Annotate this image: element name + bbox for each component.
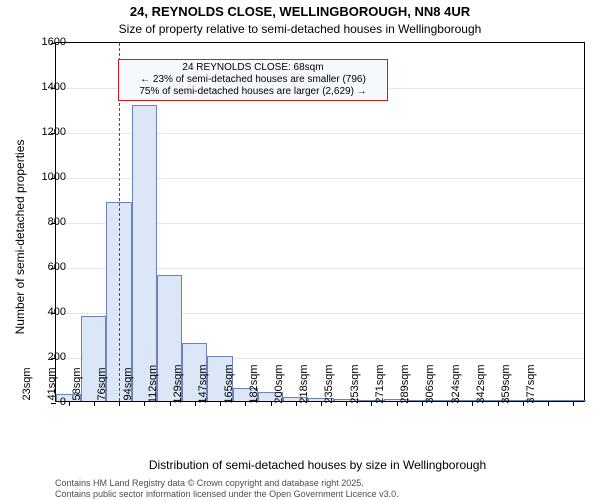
x-tick (346, 401, 347, 406)
x-tick-label: 147sqm (197, 359, 209, 409)
x-tick (69, 401, 70, 406)
credit-1: Contains HM Land Registry data © Crown c… (55, 478, 364, 488)
y-tick-label: 400 (6, 306, 66, 318)
x-tick-label: 76sqm (96, 359, 108, 409)
x-tick (573, 401, 574, 406)
x-tick-label: 289sqm (399, 359, 411, 409)
x-tick-label: 377sqm (525, 359, 537, 409)
x-tick-label: 129sqm (172, 359, 184, 409)
x-tick-label: 112sqm (147, 359, 159, 409)
x-tick-label: 182sqm (248, 359, 260, 409)
x-tick (195, 401, 196, 406)
x-tick (220, 401, 221, 406)
y-tick-label: 1200 (6, 126, 66, 138)
x-tick-label: 235sqm (323, 359, 335, 409)
x-tick (447, 401, 448, 406)
x-tick (397, 401, 398, 406)
y-tick-label: 1400 (6, 81, 66, 93)
x-tick (321, 401, 322, 406)
x-tick (371, 401, 372, 406)
y-tick-label: 1000 (6, 171, 66, 183)
x-tick (170, 401, 171, 406)
y-tick-label: 0 (6, 396, 66, 408)
x-axis-label: Distribution of semi-detached houses by … (45, 458, 590, 472)
x-tick-label: 306sqm (424, 359, 436, 409)
x-tick (548, 401, 549, 406)
annotation-box: 24 REYNOLDS CLOSE: 68sqm← 23% of semi-de… (118, 59, 388, 101)
x-tick (271, 401, 272, 406)
x-tick-label: 58sqm (71, 359, 83, 409)
y-tick-label: 200 (6, 351, 66, 363)
title-main: 24, REYNOLDS CLOSE, WELLINGBOROUGH, NN8 … (0, 4, 600, 19)
x-tick-label: 165sqm (223, 359, 235, 409)
annotation-line: ← 23% of semi-detached houses are smalle… (123, 74, 383, 86)
annotation-line: 75% of semi-detached houses are larger (… (123, 86, 383, 98)
x-tick (422, 401, 423, 406)
x-tick-label: 359sqm (500, 359, 512, 409)
x-tick (94, 401, 95, 406)
x-tick (472, 401, 473, 406)
x-tick-label: 324sqm (450, 359, 462, 409)
x-tick-label: 200sqm (273, 359, 285, 409)
x-tick (245, 401, 246, 406)
annotation-line: 24 REYNOLDS CLOSE: 68sqm (123, 62, 383, 74)
x-tick (296, 401, 297, 406)
x-tick (498, 401, 499, 406)
y-tick-label: 600 (6, 261, 66, 273)
y-tick-label: 1600 (6, 36, 66, 48)
x-tick-label: 218sqm (298, 359, 310, 409)
x-tick-label: 342sqm (475, 359, 487, 409)
x-tick-label: 94sqm (122, 359, 134, 409)
x-tick-label: 271sqm (374, 359, 386, 409)
bar (132, 105, 157, 401)
x-tick (523, 401, 524, 406)
x-tick (119, 401, 120, 406)
credit-2: Contains public sector information licen… (55, 489, 399, 499)
x-tick-label: 253sqm (349, 359, 361, 409)
title-sub: Size of property relative to semi-detach… (0, 22, 600, 36)
y-tick-label: 800 (6, 216, 66, 228)
plot-area: 23sqm41sqm58sqm76sqm94sqm112sqm129sqm147… (55, 42, 585, 402)
x-tick (144, 401, 145, 406)
